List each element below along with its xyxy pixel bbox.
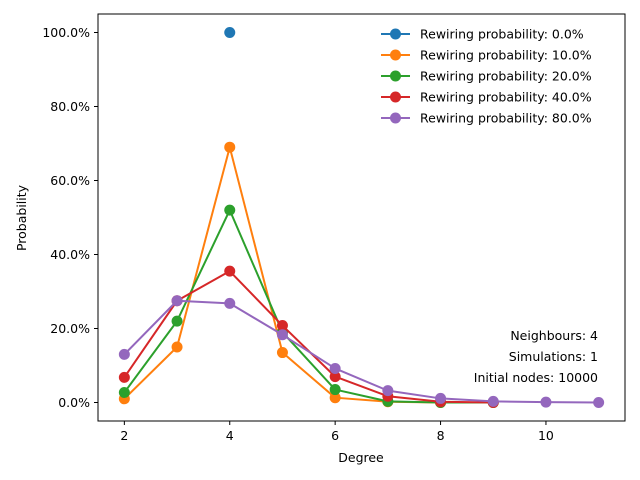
data-point (224, 297, 236, 309)
data-point (118, 348, 130, 360)
x-axis-label: Degree (338, 450, 384, 465)
legend-entry: Rewiring probability: 40.0% (420, 90, 592, 105)
data-point (118, 387, 130, 399)
plot-area (97, 13, 626, 422)
annotation-text: Initial nodes: 10000 (474, 370, 598, 385)
data-point (435, 392, 447, 404)
data-point (224, 27, 236, 38)
data-point (171, 341, 183, 353)
series-line (123, 299, 599, 404)
series-4 (118, 295, 605, 408)
legend-entry: Rewiring probability: 20.0% (420, 69, 592, 84)
x-tick-label: 4 (226, 428, 234, 443)
legend-marker (390, 112, 401, 124)
y-tick-label: 60.0% (50, 173, 90, 188)
data-point (382, 385, 394, 397)
data-point (540, 396, 552, 408)
series-line (123, 209, 494, 404)
y-tick-label: 80.0% (50, 99, 90, 114)
legend-entry: Rewiring probability: 0.0% (420, 27, 584, 42)
y-tick-label: 40.0% (50, 247, 90, 262)
data-point (224, 141, 236, 153)
tick-labels: 2 4 6 8 100.0%20.0%40.0%60.0%80.0%100.0% (42, 25, 554, 443)
y-tick-label: 0.0% (58, 395, 90, 410)
data-point (487, 395, 499, 407)
data-point (118, 371, 130, 383)
tick-marks (94, 32, 547, 425)
legend-marker (390, 49, 401, 61)
x-tick-label: 8 (437, 428, 445, 443)
data-point (329, 384, 341, 396)
data-point (329, 362, 341, 374)
data-point (171, 315, 183, 327)
series-0 (224, 27, 236, 38)
legend-marker (390, 70, 401, 82)
y-tick-label: 20.0% (50, 321, 90, 336)
data-point (224, 265, 236, 277)
legend-marker (390, 91, 401, 103)
data-point (224, 204, 236, 216)
x-tick-label: 10 (538, 428, 554, 443)
data-point (276, 320, 288, 332)
legend-entry: Rewiring probability: 80.0% (420, 111, 592, 126)
data-point (593, 397, 605, 408)
data-point (329, 392, 341, 404)
legend: Rewiring probability: 0.0% Rewiring proba… (381, 27, 592, 126)
legend-marker (390, 28, 401, 40)
data-point (276, 347, 288, 359)
legend-entry: Rewiring probability: 10.0% (420, 48, 592, 63)
x-tick-label: 6 (331, 428, 339, 443)
data-point (329, 371, 341, 383)
x-tick-label: 2 (120, 428, 128, 443)
y-axis-label: Probability (14, 184, 29, 251)
data-point (171, 295, 183, 307)
annotations: Neighbours: 4 Simulations: 1 Initial nodes… (474, 328, 598, 385)
annotation-text: Simulations: 1 (509, 349, 598, 364)
annotation-text: Neighbours: 4 (510, 328, 598, 343)
y-tick-label: 100.0% (42, 25, 90, 40)
series-layer (118, 27, 605, 408)
data-point (276, 329, 288, 341)
